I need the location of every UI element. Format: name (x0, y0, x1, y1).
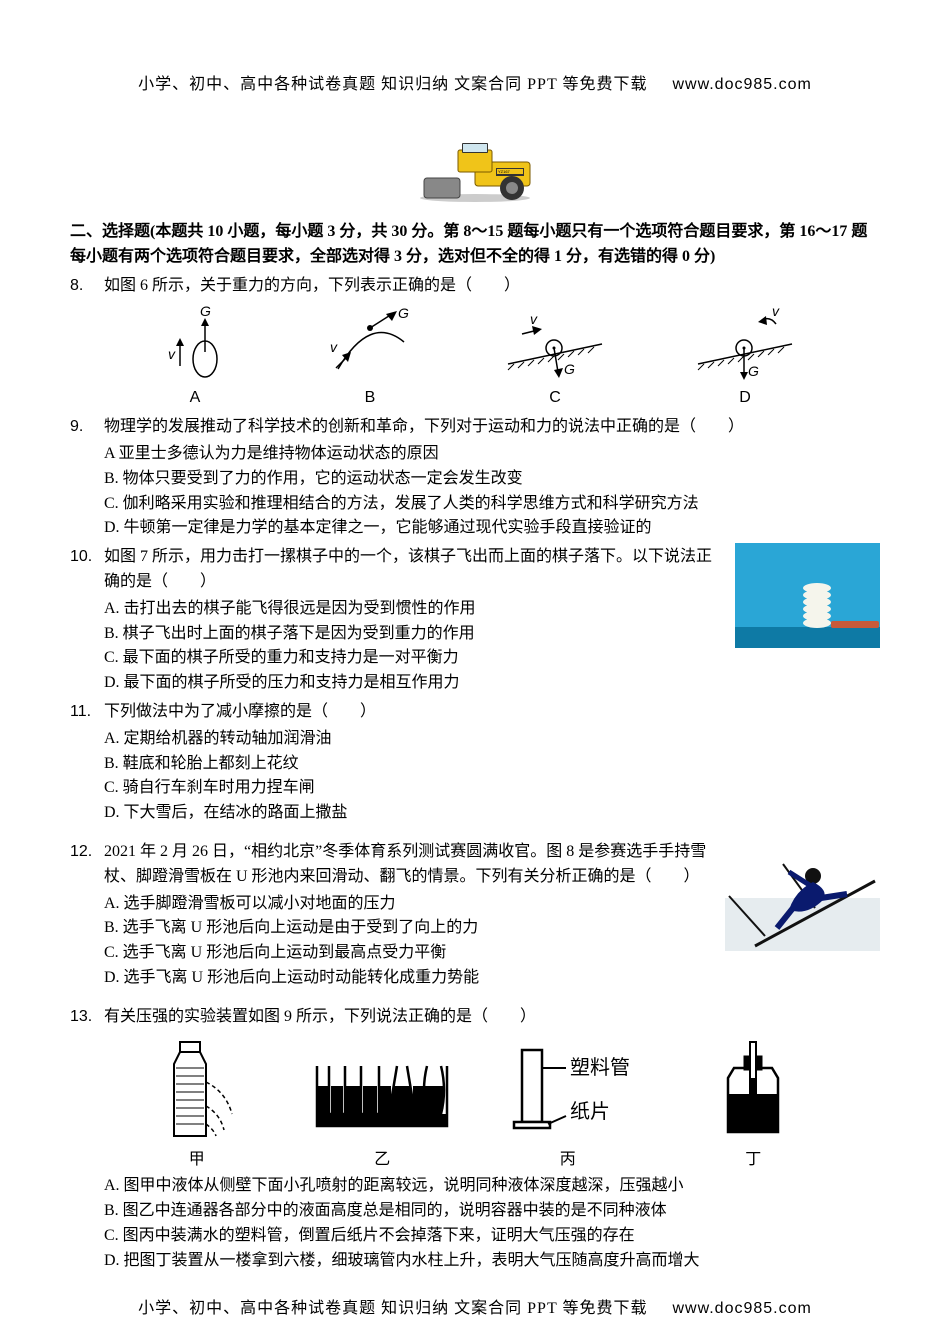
q9-opt-C: C. 伽利略采用实验和推理相结合的方法，发展了人类的科学思维方式和科学研究方法 (104, 492, 880, 517)
q8-figure-row: G v A G v B (70, 304, 880, 411)
qstem-9: 物理学的发展推动了科学技术的创新和革命，下列对于运动和力的说法中正确的是（ ） (104, 415, 880, 440)
q10-opt-D: D. 最下面的棋子所受的压力和支持力是相互作用力 (104, 671, 880, 696)
q13-fig-jia: 甲 (104, 1036, 290, 1173)
q9-opt-D: D. 牛顿第一定律是力学的基本定律之一，它能够通过现代实验手段直接验证的 (104, 516, 880, 541)
q13-fig-bing: 塑料管 纸片 丙 (475, 1036, 661, 1173)
question-10: 10. 如图 7 所示，用力击打一摞棋子中的一个，该棋子飞出而上面的棋子落下。以… (70, 545, 723, 595)
q11-options: A. 定期给机器的转动轴加润滑油 B. 鞋底和轮胎上都刻上花纹 C. 骑自行车刹… (104, 727, 880, 826)
q10-figure (735, 543, 880, 648)
road-roller-icon: YZ167 (400, 132, 550, 202)
qnum-13: 13. (70, 1005, 104, 1030)
q8-label-D: D (690, 386, 800, 411)
qstem-8: 如图 6 所示，关于重力的方向，下列表示正确的是（ ） (104, 274, 880, 299)
q13-fig-yi: 乙 (290, 1036, 476, 1173)
q13-figure-row: 甲 (104, 1036, 846, 1173)
qnum-8: 8. (70, 274, 104, 299)
question-11: 11. 下列做法中为了减小摩擦的是（ ） (70, 700, 880, 725)
q8-label-A: A (150, 386, 240, 411)
svg-text:YZ167: YZ167 (498, 169, 511, 174)
qnum-9: 9. (70, 415, 104, 440)
q8-opt-C: G v C (500, 304, 610, 411)
qnum-11: 11. (70, 700, 104, 725)
q13-opt-C: C. 图丙中装满水的塑料管，倒置后纸片不会掉落下来，证明大气压强的存在 (104, 1224, 880, 1249)
body-content: YZ167 二、选择题(本题共 10 小题，每小题 3 分，共 30 分。第 8… (70, 132, 880, 1274)
header-text: 小学、初中、高中各种试卷真题 知识归纳 文案合同 PPT 等免费下载 (138, 76, 647, 93)
section-2-title: 二、选择题(本题共 10 小题，每小题 3 分，共 30 分。第 8～15 题每… (70, 220, 880, 270)
road-roller-figure: YZ167 (70, 132, 880, 202)
qstem-12: 2021 年 2 月 26 日，“相约北京”冬季体育系列测试赛圆满收官。图 8 … (104, 840, 715, 890)
q8-opt-B: G v B (320, 304, 420, 411)
q10-opt-C: C. 最下面的棋子所受的重力和支持力是一对平衡力 (104, 646, 880, 671)
svg-text:纸片: 纸片 (570, 1100, 610, 1123)
q12-figure (725, 836, 880, 951)
q13-opt-B: B. 图乙中连通器各部分中的液面高度总是相同的，说明容器中装的是不同种液体 (104, 1199, 880, 1224)
q9-options: A 亚里士多德认为力是维持物体运动状态的原因 B. 物体只要受到了力的作用，它的… (104, 442, 880, 541)
q13-label-ding: 丁 (661, 1148, 847, 1173)
qstem-10: 如图 7 所示，用力击打一摞棋子中的一个，该棋子飞出而上面的棋子落下。以下说法正… (104, 545, 723, 595)
exam-page: 小学、初中、高中各种试卷真题 知识归纳 文案合同 PPT 等免费下载 www.d… (0, 0, 950, 1344)
footer-url: www.doc985.com (672, 1300, 811, 1317)
q13-opt-A: A. 图甲中液体从侧壁下面小孔喷射的距离较远，说明同种液体深度越深，压强越小 (104, 1174, 880, 1199)
page-footer: 小学、初中、高中各种试卷真题 知识归纳 文案合同 PPT 等免费下载 www.d… (70, 1294, 880, 1318)
q13-fig-ding: 丁 (661, 1036, 847, 1173)
q9-opt-A: A 亚里士多德认为力是维持物体运动状态的原因 (104, 442, 880, 467)
q11-opt-D: D. 下大雪后，在结冰的路面上撒盐 (104, 801, 880, 826)
q13-label-bing: 丙 (475, 1148, 661, 1173)
svg-text:塑料管: 塑料管 (570, 1056, 630, 1079)
q11-opt-A: A. 定期给机器的转动轴加润滑油 (104, 727, 880, 752)
question-13: 13. 有关压强的实验装置如图 9 所示，下列说法正确的是（ ） (70, 1005, 880, 1030)
svg-text:v: v (168, 346, 176, 362)
svg-text:G: G (200, 304, 211, 319)
qnum-10: 10. (70, 545, 104, 570)
svg-text:G: G (398, 305, 409, 321)
page-header: 小学、初中、高中各种试卷真题 知识归纳 文案合同 PPT 等免费下载 www.d… (70, 70, 880, 94)
footer-text: 小学、初中、高中各种试卷真题 知识归纳 文案合同 PPT 等免费下载 (138, 1300, 647, 1317)
q9-opt-B: B. 物体只要受到了力的作用，它的运动状态一定会发生改变 (104, 467, 880, 492)
q13-label-yi: 乙 (290, 1148, 476, 1173)
q8-label-C: C (500, 386, 610, 411)
q11-opt-C: C. 骑自行车刹车时用力捏车闸 (104, 776, 880, 801)
svg-text:v: v (772, 304, 780, 319)
svg-text:G: G (748, 363, 759, 379)
q8-opt-D: G v D (690, 304, 800, 411)
q12-opt-D: D. 选手飞离 U 形池后向上运动时动能转化成重力势能 (104, 966, 880, 991)
qnum-12: 12. (70, 840, 104, 865)
q13-options: A. 图甲中液体从侧壁下面小孔喷射的距离较远，说明同种液体深度越深，压强越小 B… (104, 1174, 880, 1273)
svg-text:v: v (530, 311, 538, 327)
qstem-11: 下列做法中为了减小摩擦的是（ ） (104, 700, 880, 725)
question-8: 8. 如图 6 所示，关于重力的方向，下列表示正确的是（ ） (70, 274, 880, 299)
question-9: 9. 物理学的发展推动了科学技术的创新和革命，下列对于运动和力的说法中正确的是（… (70, 415, 880, 440)
header-url: www.doc985.com (672, 76, 811, 93)
q13-opt-D: D. 把图丁装置从一楼拿到六楼，细玻璃管内水柱上升，表明大气压随高度升高而增大 (104, 1249, 880, 1274)
question-12: 12. 2021 年 2 月 26 日，“相约北京”冬季体育系列测试赛圆满收官。… (70, 840, 715, 890)
qstem-13: 有关压强的实验装置如图 9 所示，下列说法正确的是（ ） (104, 1005, 880, 1030)
q11-opt-B: B. 鞋底和轮胎上都刻上花纹 (104, 752, 880, 777)
q8-opt-A: G v A (150, 304, 240, 411)
svg-text:G: G (564, 361, 575, 377)
q13-label-jia: 甲 (104, 1148, 290, 1173)
svg-text:v: v (330, 339, 338, 355)
q8-label-B: B (320, 386, 420, 411)
